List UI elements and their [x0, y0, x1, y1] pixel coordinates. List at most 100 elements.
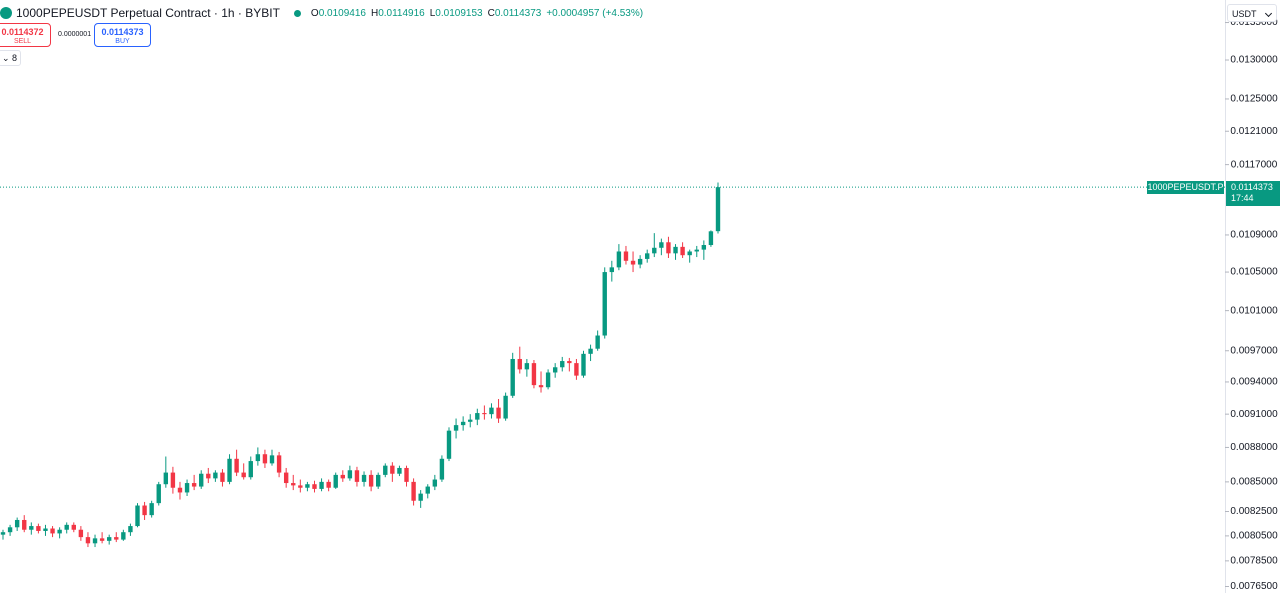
- candle: [446, 427, 452, 462]
- y-tick-label: 0.0076500: [1230, 581, 1278, 592]
- candle: [439, 455, 445, 482]
- candle: [305, 481, 310, 492]
- ohlc-item: L0.0109153: [430, 8, 483, 19]
- candle: [269, 449, 275, 466]
- ohlc-value: 0.0114373: [494, 7, 542, 19]
- candle-body: [298, 485, 303, 488]
- candle-body: [71, 524, 76, 530]
- candle-body: [283, 472, 289, 484]
- candle-body: [489, 407, 494, 415]
- candle-body: [545, 372, 551, 388]
- candle: [206, 467, 211, 484]
- candle-body: [29, 526, 34, 530]
- candle: [14, 517, 20, 531]
- candle-body: [517, 358, 522, 370]
- candle: [659, 238, 664, 256]
- market-status[interactable]: [293, 9, 301, 17]
- candle-body: [567, 361, 572, 364]
- candle: [213, 470, 218, 482]
- candle: [184, 479, 190, 496]
- candle-body: [708, 231, 714, 246]
- candle-body: [199, 473, 204, 487]
- ohlc-item: H0.0114916: [371, 8, 425, 19]
- candle: [630, 251, 636, 273]
- candle-body: [475, 413, 480, 420]
- candle-body: [637, 258, 643, 265]
- candle: [99, 532, 105, 544]
- candle: [453, 418, 459, 439]
- candle: [170, 466, 176, 494]
- candle: [191, 474, 197, 491]
- y-tick-label: 0.0125000: [1230, 94, 1278, 105]
- candle-body: [574, 363, 579, 376]
- candle-body: [588, 348, 593, 354]
- candle: [220, 469, 225, 487]
- candle-body: [305, 484, 310, 488]
- candle-body: [368, 474, 374, 487]
- buy-button[interactable]: 0.0114373 BUY: [94, 23, 151, 47]
- candle-body: [156, 484, 161, 504]
- candle: [22, 515, 27, 533]
- candle: [340, 470, 345, 482]
- sell-button[interactable]: 0.0114372 SELL: [0, 23, 51, 47]
- candle: [312, 480, 317, 493]
- candle: [468, 414, 473, 428]
- candle-body: [715, 187, 721, 232]
- candle-body: [673, 246, 678, 254]
- y-tick-label: 0.0091000: [1230, 409, 1278, 420]
- indicator-count: 8: [12, 53, 18, 63]
- candle-body: [652, 247, 657, 254]
- candle-body: [347, 470, 353, 479]
- currency-select[interactable]: USDT: [1227, 4, 1277, 22]
- candle: [248, 456, 253, 480]
- buy-price: 0.0114373: [101, 27, 144, 37]
- candle: [503, 392, 508, 421]
- legend: 1000PEPEUSDT Perpetual Contract · 1h · B…: [0, 5, 643, 21]
- candle-body: [255, 454, 261, 462]
- candle: [411, 478, 416, 506]
- candle: [57, 527, 62, 539]
- candle: [567, 357, 572, 372]
- candle: [560, 356, 565, 372]
- candle-body: [114, 537, 119, 540]
- candle: [538, 371, 544, 393]
- candle: [121, 529, 126, 541]
- candle: [432, 474, 438, 491]
- candle-body: [234, 458, 239, 473]
- candle: [616, 244, 622, 271]
- sell-label: SELL: [13, 38, 32, 45]
- candle-body: [538, 385, 544, 388]
- y-tick-label: 0.0082500: [1230, 506, 1278, 517]
- candle-body: [78, 529, 84, 538]
- ohlc-key: H: [370, 7, 379, 19]
- candle: [333, 472, 338, 489]
- candle: [588, 344, 593, 362]
- candle: [595, 330, 600, 351]
- candle-body: [0, 532, 6, 535]
- candle: [326, 479, 331, 492]
- candle-body: [220, 472, 225, 482]
- symbol-title[interactable]: 1000PEPEUSDT Perpetual Contract · 1h · B…: [16, 6, 280, 20]
- candle: [142, 501, 147, 520]
- candle: [85, 532, 91, 548]
- last-price: 0.0114373: [1231, 181, 1273, 192]
- candle-body: [22, 519, 27, 530]
- candle: [510, 352, 515, 398]
- candle: [241, 463, 246, 480]
- candle-body: [560, 361, 565, 368]
- candle: [701, 240, 707, 260]
- ohlc-value: 0.0109416: [318, 7, 366, 19]
- candle-body: [64, 524, 69, 530]
- candle-body: [659, 242, 664, 248]
- candle: [460, 416, 466, 431]
- candle: [715, 182, 721, 234]
- countdown: 17:44: [1231, 192, 1254, 203]
- candle-body: [404, 467, 409, 482]
- candle-body: [446, 430, 452, 459]
- candle: [581, 350, 586, 378]
- candle: [64, 522, 69, 534]
- candle: [71, 522, 76, 533]
- candle-body: [361, 474, 367, 482]
- candle-body: [36, 526, 41, 531]
- indicators-toggle[interactable]: ⌄ 8: [0, 50, 22, 66]
